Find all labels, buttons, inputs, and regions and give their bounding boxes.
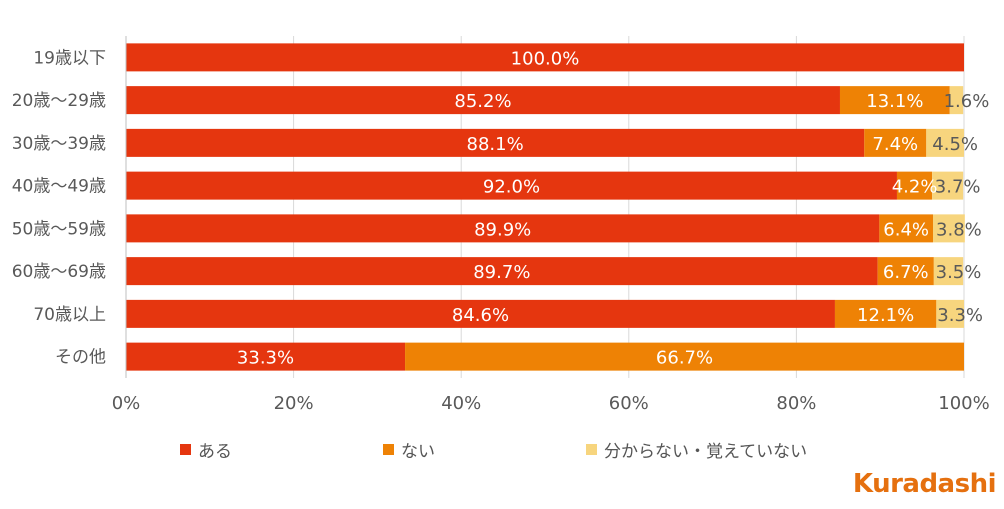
category-label: 30歳～39歳 [12,134,106,154]
bar-segment [126,342,406,371]
legend-swatch [383,444,394,455]
bar-segment [834,299,937,328]
bar-segment [926,128,964,157]
x-tick-label: 40% [441,393,481,414]
data-labels: 100.0% 85.2% 13.1% 1.6% 88.1% 7.4% 4.5% 92.0% 4.… [237,48,989,368]
legend-swatch [180,444,191,455]
data-label: 33.3% [237,348,294,369]
x-tick-label: 100% [938,393,989,414]
data-label: 84.6% [452,305,509,326]
data-label: 7.4% [872,134,918,155]
data-label: 4.2% [892,177,938,198]
bar-segment [936,299,964,328]
data-label: 100.0% [511,48,580,69]
bar-segment [839,86,950,115]
bars [126,43,965,371]
bar-segment [126,128,865,157]
bar-segment [126,214,880,243]
legend-item-unknown: 分からない・覚えていない [586,437,807,462]
x-tick-label: 20% [274,393,314,414]
bar-segment [949,86,964,115]
legend-swatch [586,444,597,455]
bar-segment [126,171,897,200]
data-label: 1.6% [944,91,990,112]
data-label: 3.8% [936,219,982,240]
data-label: 3.5% [936,262,982,283]
axes: 0% 20% 40% 60% 80% 100% 19歳以下 20歳～29歳 30歳～39歳 40歳… [12,36,990,414]
data-label: 13.1% [866,91,923,112]
bar-segment [126,299,835,328]
bar-segment [933,257,964,286]
legend-label: ない [401,442,435,462]
category-label: 50歳～59歳 [12,219,106,239]
legend-item-nai: ない [383,437,435,462]
bar-segment [932,171,964,200]
legend-label: 分からない・覚えていない [604,442,808,462]
data-label: 3.3% [937,305,983,326]
data-label: 89.7% [473,262,530,283]
bar-segment [932,214,965,243]
x-tick-label: 0% [112,393,141,414]
category-label: その他 [55,348,106,368]
data-label: 66.7% [656,348,713,369]
kuradashi-logo: Kuradashi [852,469,997,499]
category-label: 19歳以下 [33,48,106,68]
category-label: 20歳～29歳 [12,91,106,111]
data-label: 4.5% [932,134,978,155]
data-label: 85.2% [454,91,511,112]
bar-segment [126,257,878,286]
bar-segment [405,342,965,371]
data-label: 12.1% [857,305,914,326]
bar-segment [877,257,934,286]
category-label: 60歳～69歳 [12,262,106,282]
data-label: 92.0% [483,177,540,198]
bar-segment [879,214,933,243]
data-label: 6.7% [883,262,929,283]
bar-segment [126,43,964,72]
category-label: 70歳以上 [33,305,106,325]
category-label: 40歳～49歳 [12,177,106,197]
legend: ある ない 分からない・覚えていない [0,437,1004,463]
data-label: 89.9% [474,219,531,240]
legend-item-aru: ある [180,437,232,462]
bar-segment [864,128,927,157]
x-tick-label: 60% [609,393,649,414]
bar-segment [896,171,933,200]
legend-label: ある [198,442,232,462]
x-tick-label: 80% [776,393,816,414]
data-label: 6.4% [883,219,929,240]
data-label: 88.1% [467,134,524,155]
bar-segment [126,86,840,115]
data-label: 3.7% [935,177,981,198]
